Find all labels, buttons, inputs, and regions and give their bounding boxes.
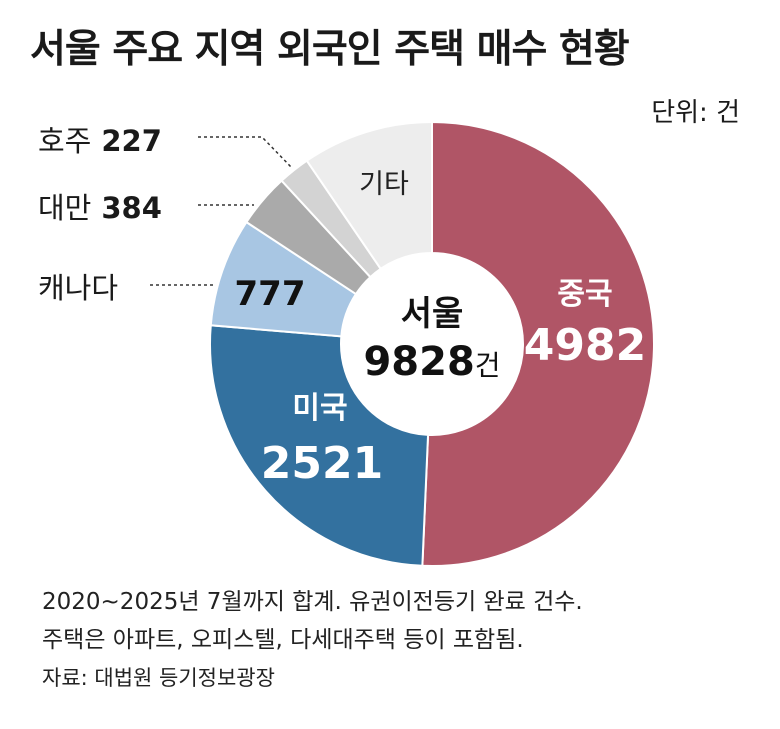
note-line-1: 2020~2025년 7월까지 합계. 유권이전등기 완료 건수. (42, 589, 583, 615)
label-taiwan-name: 대만 (38, 191, 92, 225)
label-australia: 호주 227 (38, 118, 162, 160)
chart-title: 서울 주요 지역 외국인 주택 매수 현황 (30, 27, 630, 72)
label-australia-name: 호주 (38, 124, 92, 158)
label-taiwan: 대만 384 (38, 185, 162, 227)
slice-label-china: 중국 (557, 277, 612, 312)
source-line: 자료: 대법원 등기정보광장 (42, 666, 275, 690)
slice-label-usa: 미국 (292, 391, 347, 426)
footnotes: 2020~2025년 7월까지 합계. 유권이전등기 완료 건수. 주택은 아파… (42, 583, 762, 697)
svg-text:9828건: 9828건 (363, 339, 500, 385)
leader-australia (198, 136, 293, 169)
label-canada: 캐나다 (38, 265, 118, 307)
unit-label: 단위: 건 (651, 98, 740, 128)
donut-hole (341, 253, 523, 435)
slice-value-canada: 777 (235, 274, 306, 314)
center-name: 서울 (401, 294, 464, 334)
slice-value-china: 4982 (524, 320, 646, 371)
center-total-group: 9828건 (363, 339, 500, 385)
slice-label-other: 기타 (359, 169, 409, 200)
note-line-2: 주택은 아파트, 오피스텔, 다세대주택 등이 포함됨. (42, 627, 524, 653)
center-total: 9828 (363, 339, 474, 385)
label-australia-value: 227 (101, 124, 162, 158)
label-taiwan-value: 384 (101, 191, 162, 225)
label-canada-name: 캐나다 (38, 271, 119, 305)
center-unit: 건 (475, 349, 501, 382)
slice-value-usa: 2521 (261, 438, 383, 489)
